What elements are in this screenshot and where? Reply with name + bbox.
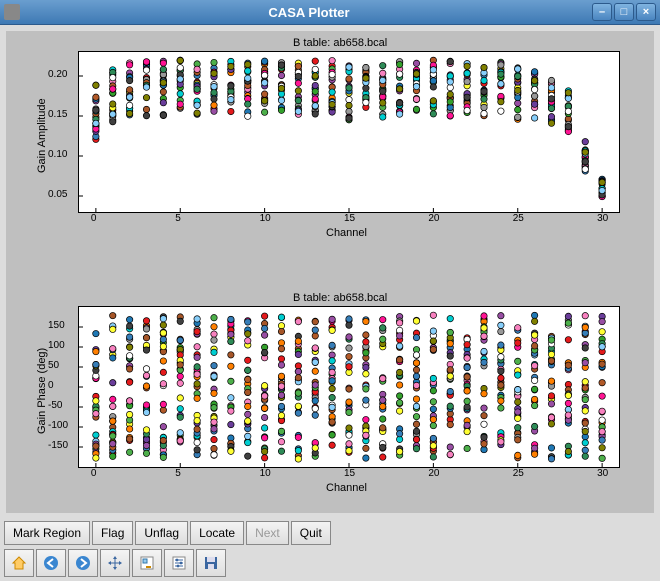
quit-button[interactable]: Quit <box>291 521 331 545</box>
app-window: CASA Plotter – □ × B table: ab658.bcal G… <box>0 0 660 581</box>
maximize-button[interactable]: □ <box>614 3 634 21</box>
chart1-title: B table: ab658.bcal <box>293 37 387 49</box>
next-button[interactable]: Next <box>246 521 289 545</box>
window-title: CASA Plotter <box>26 5 592 20</box>
mark-region-button[interactable]: Mark Region <box>4 521 90 545</box>
configure-icon[interactable] <box>164 549 194 577</box>
titlebar[interactable]: CASA Plotter – □ × <box>0 0 660 25</box>
chart1-xlabel: Channel <box>326 227 367 239</box>
save-icon[interactable] <box>196 549 226 577</box>
chart1[interactable] <box>78 51 620 213</box>
app-icon <box>4 4 20 20</box>
unflag-button[interactable]: Unflag <box>135 521 188 545</box>
pan-icon[interactable] <box>100 549 130 577</box>
chart2[interactable] <box>78 306 620 468</box>
forward-icon[interactable] <box>68 549 98 577</box>
minimize-button[interactable]: – <box>592 3 612 21</box>
chart2-xlabel: Channel <box>326 482 367 494</box>
chart2-title: B table: ab658.bcal <box>293 292 387 304</box>
plot-canvas: B table: ab658.bcal Gain Amplitude Chann… <box>6 31 654 513</box>
chart2-ylabel: Gain Phase (deg) <box>36 348 48 434</box>
zoom-icon[interactable] <box>132 549 162 577</box>
locate-button[interactable]: Locate <box>190 521 244 545</box>
close-button[interactable]: × <box>636 3 656 21</box>
nav-toolbar <box>0 547 660 581</box>
flag-button[interactable]: Flag <box>92 521 133 545</box>
chart1-ylabel: Gain Amplitude <box>36 98 48 173</box>
home-icon[interactable] <box>4 549 34 577</box>
back-icon[interactable] <box>36 549 66 577</box>
action-button-row: Mark Region Flag Unflag Locate Next Quit <box>0 519 660 547</box>
